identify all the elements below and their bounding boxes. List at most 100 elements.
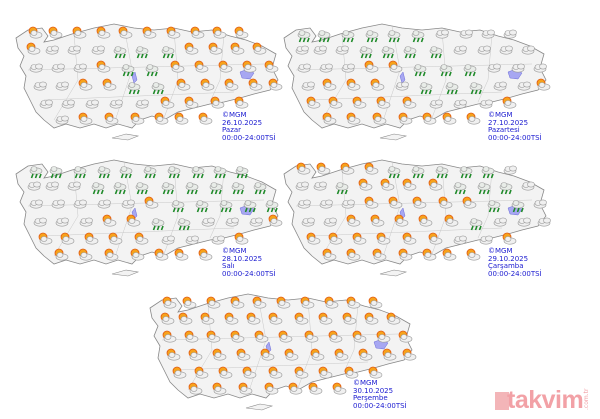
partly-cloudy-icon xyxy=(178,312,193,325)
turkey-map xyxy=(15,23,283,141)
map-caption: ©MGM 26.10.2025 Pazar 00:00-24:00TSİ xyxy=(222,111,276,142)
rain-icon xyxy=(145,64,159,77)
cloudy-icon xyxy=(33,217,47,227)
rain-icon xyxy=(265,200,279,213)
partly-cloudy-icon xyxy=(248,78,263,91)
turkey-map xyxy=(283,159,551,277)
partly-cloudy-icon xyxy=(346,78,361,91)
cloudy-icon xyxy=(533,63,547,73)
rain-icon xyxy=(143,166,157,179)
rain-icon xyxy=(243,200,257,213)
cloudy-icon xyxy=(297,199,311,209)
cloudy-icon xyxy=(313,45,327,55)
rain-icon xyxy=(119,166,133,179)
partly-cloudy-icon xyxy=(352,232,367,245)
partly-cloudy-icon xyxy=(268,78,283,91)
partly-cloudy-icon xyxy=(310,348,325,361)
partly-cloudy-icon xyxy=(276,296,291,309)
day-text: Çarşamba xyxy=(488,262,524,270)
day-text: Perşembe xyxy=(353,394,388,402)
cloudy-icon xyxy=(503,29,517,39)
lake-tuz xyxy=(399,71,406,84)
partly-cloudy-icon xyxy=(212,382,227,395)
partly-cloudy-icon xyxy=(234,232,249,245)
forecast-map-day-3: ©MGM 28.10.2025 Salı 00:00-24:00TSİ xyxy=(14,156,284,281)
cloudy-icon xyxy=(517,217,531,227)
partly-cloudy-icon xyxy=(322,248,337,261)
cloudy-icon xyxy=(73,63,87,73)
partly-cloudy-icon xyxy=(160,312,175,325)
partly-cloudy-icon xyxy=(428,232,443,245)
partly-cloudy-icon xyxy=(26,42,41,55)
partly-cloudy-icon xyxy=(78,78,93,91)
rain-icon xyxy=(135,46,149,59)
partly-cloudy-icon xyxy=(144,196,159,209)
rain-icon xyxy=(235,166,249,179)
partly-cloudy-icon xyxy=(388,196,403,209)
rain-icon xyxy=(151,218,165,231)
forecast-map-day-5: ©MGM 30.10.2025 Perşembe 00:00-24:00TSİ xyxy=(148,290,418,415)
partly-cloudy-icon xyxy=(334,348,349,361)
date-text: 28.10.2025 xyxy=(222,254,263,263)
rain-icon xyxy=(469,218,483,231)
partly-cloudy-icon xyxy=(174,248,189,261)
partly-cloudy-icon xyxy=(442,248,457,261)
partly-cloudy-icon xyxy=(78,248,93,261)
partly-cloudy-icon xyxy=(176,78,191,91)
rain-icon xyxy=(359,46,373,59)
partly-cloudy-icon xyxy=(328,232,343,245)
copyright-text: ©MGM xyxy=(353,379,378,387)
forecast-map-day-4: ©MGM 29.10.2025 Çarşamba 00:00-24:00TSİ xyxy=(282,156,552,281)
cloudy-icon xyxy=(201,217,215,227)
partly-cloudy-icon xyxy=(536,78,551,91)
rain-icon xyxy=(435,166,449,179)
copyright-text: ©MGM xyxy=(488,247,513,255)
partly-cloudy-icon xyxy=(246,312,261,325)
cyprus xyxy=(379,133,408,141)
partly-cloudy-icon xyxy=(322,112,337,125)
rain-icon xyxy=(49,166,63,179)
partly-cloudy-icon xyxy=(184,96,199,109)
cloudy-icon xyxy=(301,81,315,91)
partly-cloudy-icon xyxy=(352,330,367,343)
partly-cloudy-icon xyxy=(154,248,169,261)
cloudy-icon xyxy=(453,99,467,109)
partly-cloudy-icon xyxy=(102,78,117,91)
partly-cloudy-icon xyxy=(288,382,303,395)
cloudy-icon xyxy=(493,217,507,227)
rain-icon xyxy=(429,46,443,59)
partly-cloudy-icon xyxy=(438,196,453,209)
partly-cloudy-icon xyxy=(174,112,189,125)
rain-icon xyxy=(177,218,191,231)
cloudy-icon xyxy=(55,217,69,227)
cloudy-icon xyxy=(335,45,349,55)
cloudy-icon xyxy=(319,199,333,209)
rain-icon xyxy=(91,182,105,195)
day-text: Salı xyxy=(222,262,235,270)
turkey-map xyxy=(283,23,551,141)
cloudy-icon xyxy=(479,235,493,245)
date-text: 26.10.2025 xyxy=(222,118,263,127)
partly-cloudy-icon xyxy=(252,42,267,55)
partly-cloudy-icon xyxy=(278,330,293,343)
cloudy-icon xyxy=(135,99,149,109)
partly-cloudy-icon xyxy=(234,96,249,109)
partly-cloudy-icon xyxy=(238,382,253,395)
partly-cloudy-icon xyxy=(264,382,279,395)
partly-cloudy-icon xyxy=(376,96,391,109)
partly-cloudy-icon xyxy=(332,382,347,395)
cloudy-icon xyxy=(29,199,43,209)
partly-cloudy-icon xyxy=(254,330,269,343)
partly-cloudy-icon xyxy=(318,312,333,325)
partly-cloudy-icon xyxy=(306,96,321,109)
partly-cloudy-icon xyxy=(376,330,391,343)
cloudy-icon xyxy=(319,63,333,73)
cloudy-icon xyxy=(61,99,75,109)
partly-cloudy-icon xyxy=(48,26,63,39)
cloudy-icon xyxy=(73,199,87,209)
rain-icon xyxy=(317,30,331,43)
rain-icon xyxy=(185,182,199,195)
partly-cloudy-icon xyxy=(218,366,233,379)
partly-cloudy-icon xyxy=(412,196,427,209)
partly-cloudy-icon xyxy=(234,26,249,39)
